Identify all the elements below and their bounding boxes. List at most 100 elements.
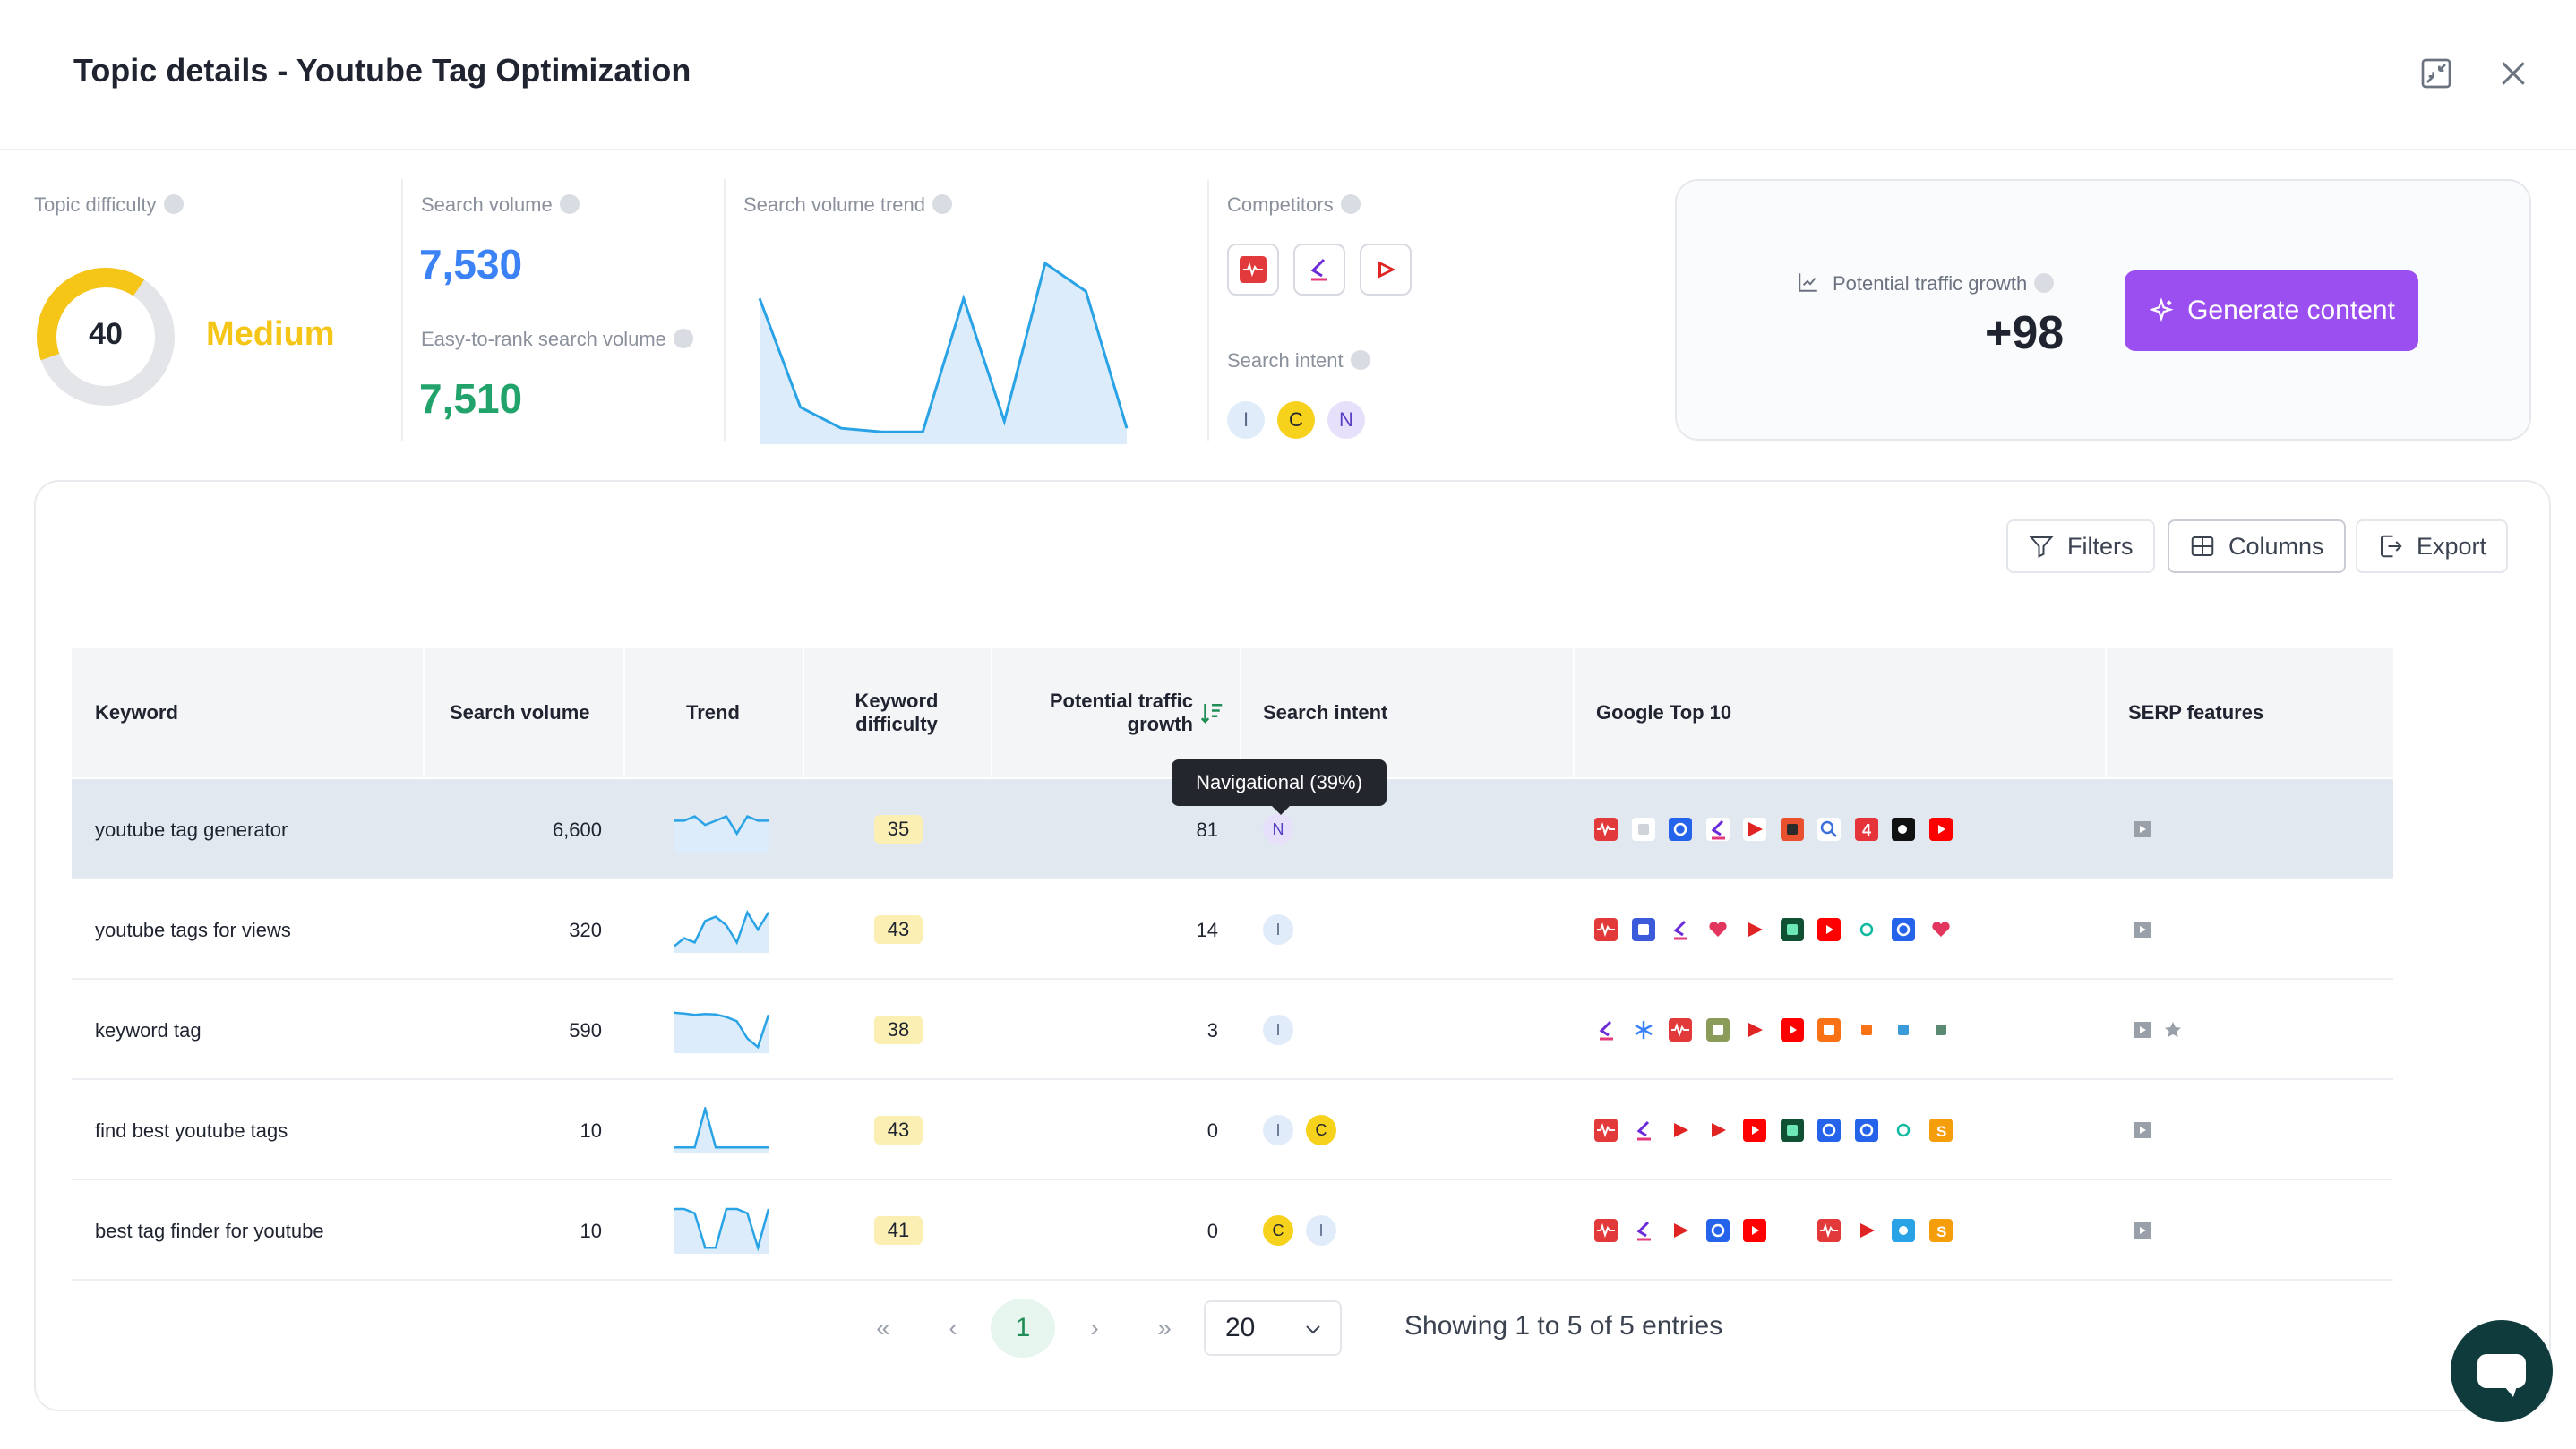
podcast-icon[interactable] [1594, 1219, 1618, 1242]
dark-icon[interactable] [1892, 818, 1915, 841]
help-icon[interactable] [559, 194, 580, 215]
table-row[interactable]: keyword tag 590 38 3 I [72, 980, 2393, 1080]
podcast-icon[interactable] [1669, 1018, 1692, 1042]
col-trend[interactable]: Trend [686, 701, 740, 724]
chat-support-button[interactable] [2451, 1320, 2553, 1422]
col-google-top-10[interactable]: Google Top 10 [1596, 701, 1732, 724]
col-search-volume[interactable]: Search volume [450, 701, 590, 724]
minimize-icon[interactable] [2418, 56, 2454, 91]
trend-area [760, 263, 1127, 444]
jasper-icon[interactable] [1631, 1219, 1655, 1242]
close-icon[interactable] [2495, 56, 2531, 91]
keyword-cell[interactable]: keyword tag [95, 1019, 202, 1042]
gear-icon[interactable] [1892, 1219, 1915, 1242]
filters-button[interactable]: Filters [2006, 519, 2155, 573]
help-icon[interactable] [932, 194, 952, 215]
intent-badge[interactable]: I [1263, 914, 1293, 945]
export-button[interactable]: Export [2356, 519, 2509, 573]
competitor-jasper-icon[interactable] [1293, 244, 1345, 296]
heart-icon[interactable] [1705, 918, 1730, 941]
fin-icon[interactable] [1854, 1018, 1878, 1042]
table-row[interactable]: youtube tags for views 320 43 14 I [72, 879, 2393, 980]
s-logo-icon[interactable]: S [1928, 1219, 1953, 1242]
help-icon[interactable] [673, 329, 693, 349]
iq-icon[interactable] [1817, 1119, 1841, 1142]
yt-icon[interactable] [1743, 1119, 1766, 1142]
sort-desc-icon[interactable] [1198, 699, 1225, 726]
m-logo-icon[interactable] [1705, 1018, 1730, 1042]
green-icon[interactable] [1780, 1119, 1804, 1142]
next-page-button[interactable]: › [1090, 1314, 1099, 1342]
jasper-icon[interactable] [1669, 918, 1692, 941]
search-volume-value: 7,530 [419, 241, 523, 287]
snow-icon[interactable] [1631, 1018, 1655, 1042]
green-icon[interactable] [1780, 918, 1804, 941]
table-row[interactable]: find best youtube tags 10 43 0 I C S [72, 1080, 2393, 1180]
podcast-icon[interactable] [1594, 818, 1618, 841]
iq-icon[interactable] [1892, 918, 1915, 941]
intent-badge[interactable]: I [1263, 1015, 1293, 1045]
keyword-cell[interactable]: find best youtube tags [95, 1119, 288, 1142]
ring-icon[interactable] [1854, 918, 1878, 941]
help-icon[interactable] [163, 194, 184, 215]
play-icon[interactable] [1854, 1219, 1878, 1242]
last-page-button[interactable]: » [1157, 1314, 1172, 1342]
help-icon[interactable] [1340, 194, 1361, 215]
fire-icon[interactable] [1780, 818, 1804, 841]
play-icon[interactable] [1669, 1119, 1692, 1142]
intent-badge[interactable]: C [1263, 1215, 1293, 1246]
keyword-cell[interactable]: best tag finder for youtube [95, 1220, 324, 1242]
heart-icon[interactable] [1928, 918, 1953, 941]
wave-icon[interactable] [1892, 1018, 1915, 1042]
yt-icon[interactable] [1743, 1219, 1766, 1242]
iq-icon[interactable] [1705, 1219, 1730, 1242]
jasper-icon[interactable] [1594, 1018, 1618, 1042]
play-icon[interactable] [1743, 918, 1766, 941]
col-potential-growth[interactable]: Potential traffic growth [1009, 648, 1225, 777]
iq-icon[interactable] [1669, 818, 1692, 841]
orange-icon[interactable] [1817, 1018, 1841, 1042]
keyword-cell[interactable]: youtube tags for views [95, 919, 291, 941]
jasper-icon[interactable] [1705, 818, 1730, 841]
first-page-button[interactable]: « [876, 1314, 890, 1342]
competitor-play-icon[interactable] [1360, 244, 1412, 296]
podcast-icon[interactable] [1594, 1119, 1618, 1142]
help-icon[interactable] [1350, 350, 1370, 371]
header-separator [423, 648, 425, 777]
competitor-podcast-icon[interactable] [1227, 244, 1279, 296]
intent-badge[interactable]: N [1263, 814, 1293, 845]
intent-badge[interactable]: I [1263, 1115, 1293, 1145]
intent-badge[interactable]: C [1306, 1115, 1336, 1145]
per-page-select[interactable]: 20 [1204, 1300, 1342, 1356]
q-logo-icon[interactable] [1705, 1119, 1730, 1142]
yt-icon[interactable] [1817, 918, 1841, 941]
col-serp-features[interactable]: SERP features [2128, 701, 2264, 724]
col-keyword[interactable]: Keyword [95, 701, 178, 724]
diamond-icon[interactable] [1631, 918, 1655, 941]
help-icon[interactable] [2034, 273, 2055, 294]
r-logo-icon[interactable] [1631, 818, 1655, 841]
intent-badge[interactable]: I [1306, 1215, 1336, 1246]
iq-icon[interactable] [1854, 1119, 1878, 1142]
table-row[interactable]: best tag finder for youtube 10 41 0 C I S [72, 1180, 2393, 1281]
podcast-icon[interactable] [1594, 918, 1618, 941]
play-icon[interactable] [1669, 1219, 1692, 1242]
stack-icon[interactable] [1928, 1018, 1953, 1042]
s-logo-icon[interactable]: S [1928, 1119, 1953, 1142]
page-number-current[interactable]: 1 [991, 1299, 1055, 1358]
ring-icon[interactable] [1892, 1119, 1915, 1142]
keyword-cell[interactable]: youtube tag generator [95, 819, 288, 841]
play-icon[interactable] [1743, 1018, 1766, 1042]
col-keyword-difficulty[interactable]: Keyword difficulty [820, 648, 973, 777]
yt-icon[interactable] [1780, 1018, 1804, 1042]
col-search-intent[interactable]: Search intent [1263, 701, 1388, 724]
generate-content-button[interactable]: Generate content [2125, 270, 2418, 351]
jasper-icon[interactable] [1631, 1119, 1655, 1142]
podcast-icon[interactable] [1817, 1219, 1841, 1242]
four-icon[interactable]: 4 [1854, 818, 1878, 841]
lens-icon[interactable] [1817, 818, 1841, 841]
play-icon[interactable] [1743, 818, 1766, 841]
prev-page-button[interactable]: ‹ [949, 1314, 957, 1342]
yt-icon[interactable] [1928, 818, 1953, 841]
columns-button[interactable]: Columns [2168, 519, 2346, 573]
